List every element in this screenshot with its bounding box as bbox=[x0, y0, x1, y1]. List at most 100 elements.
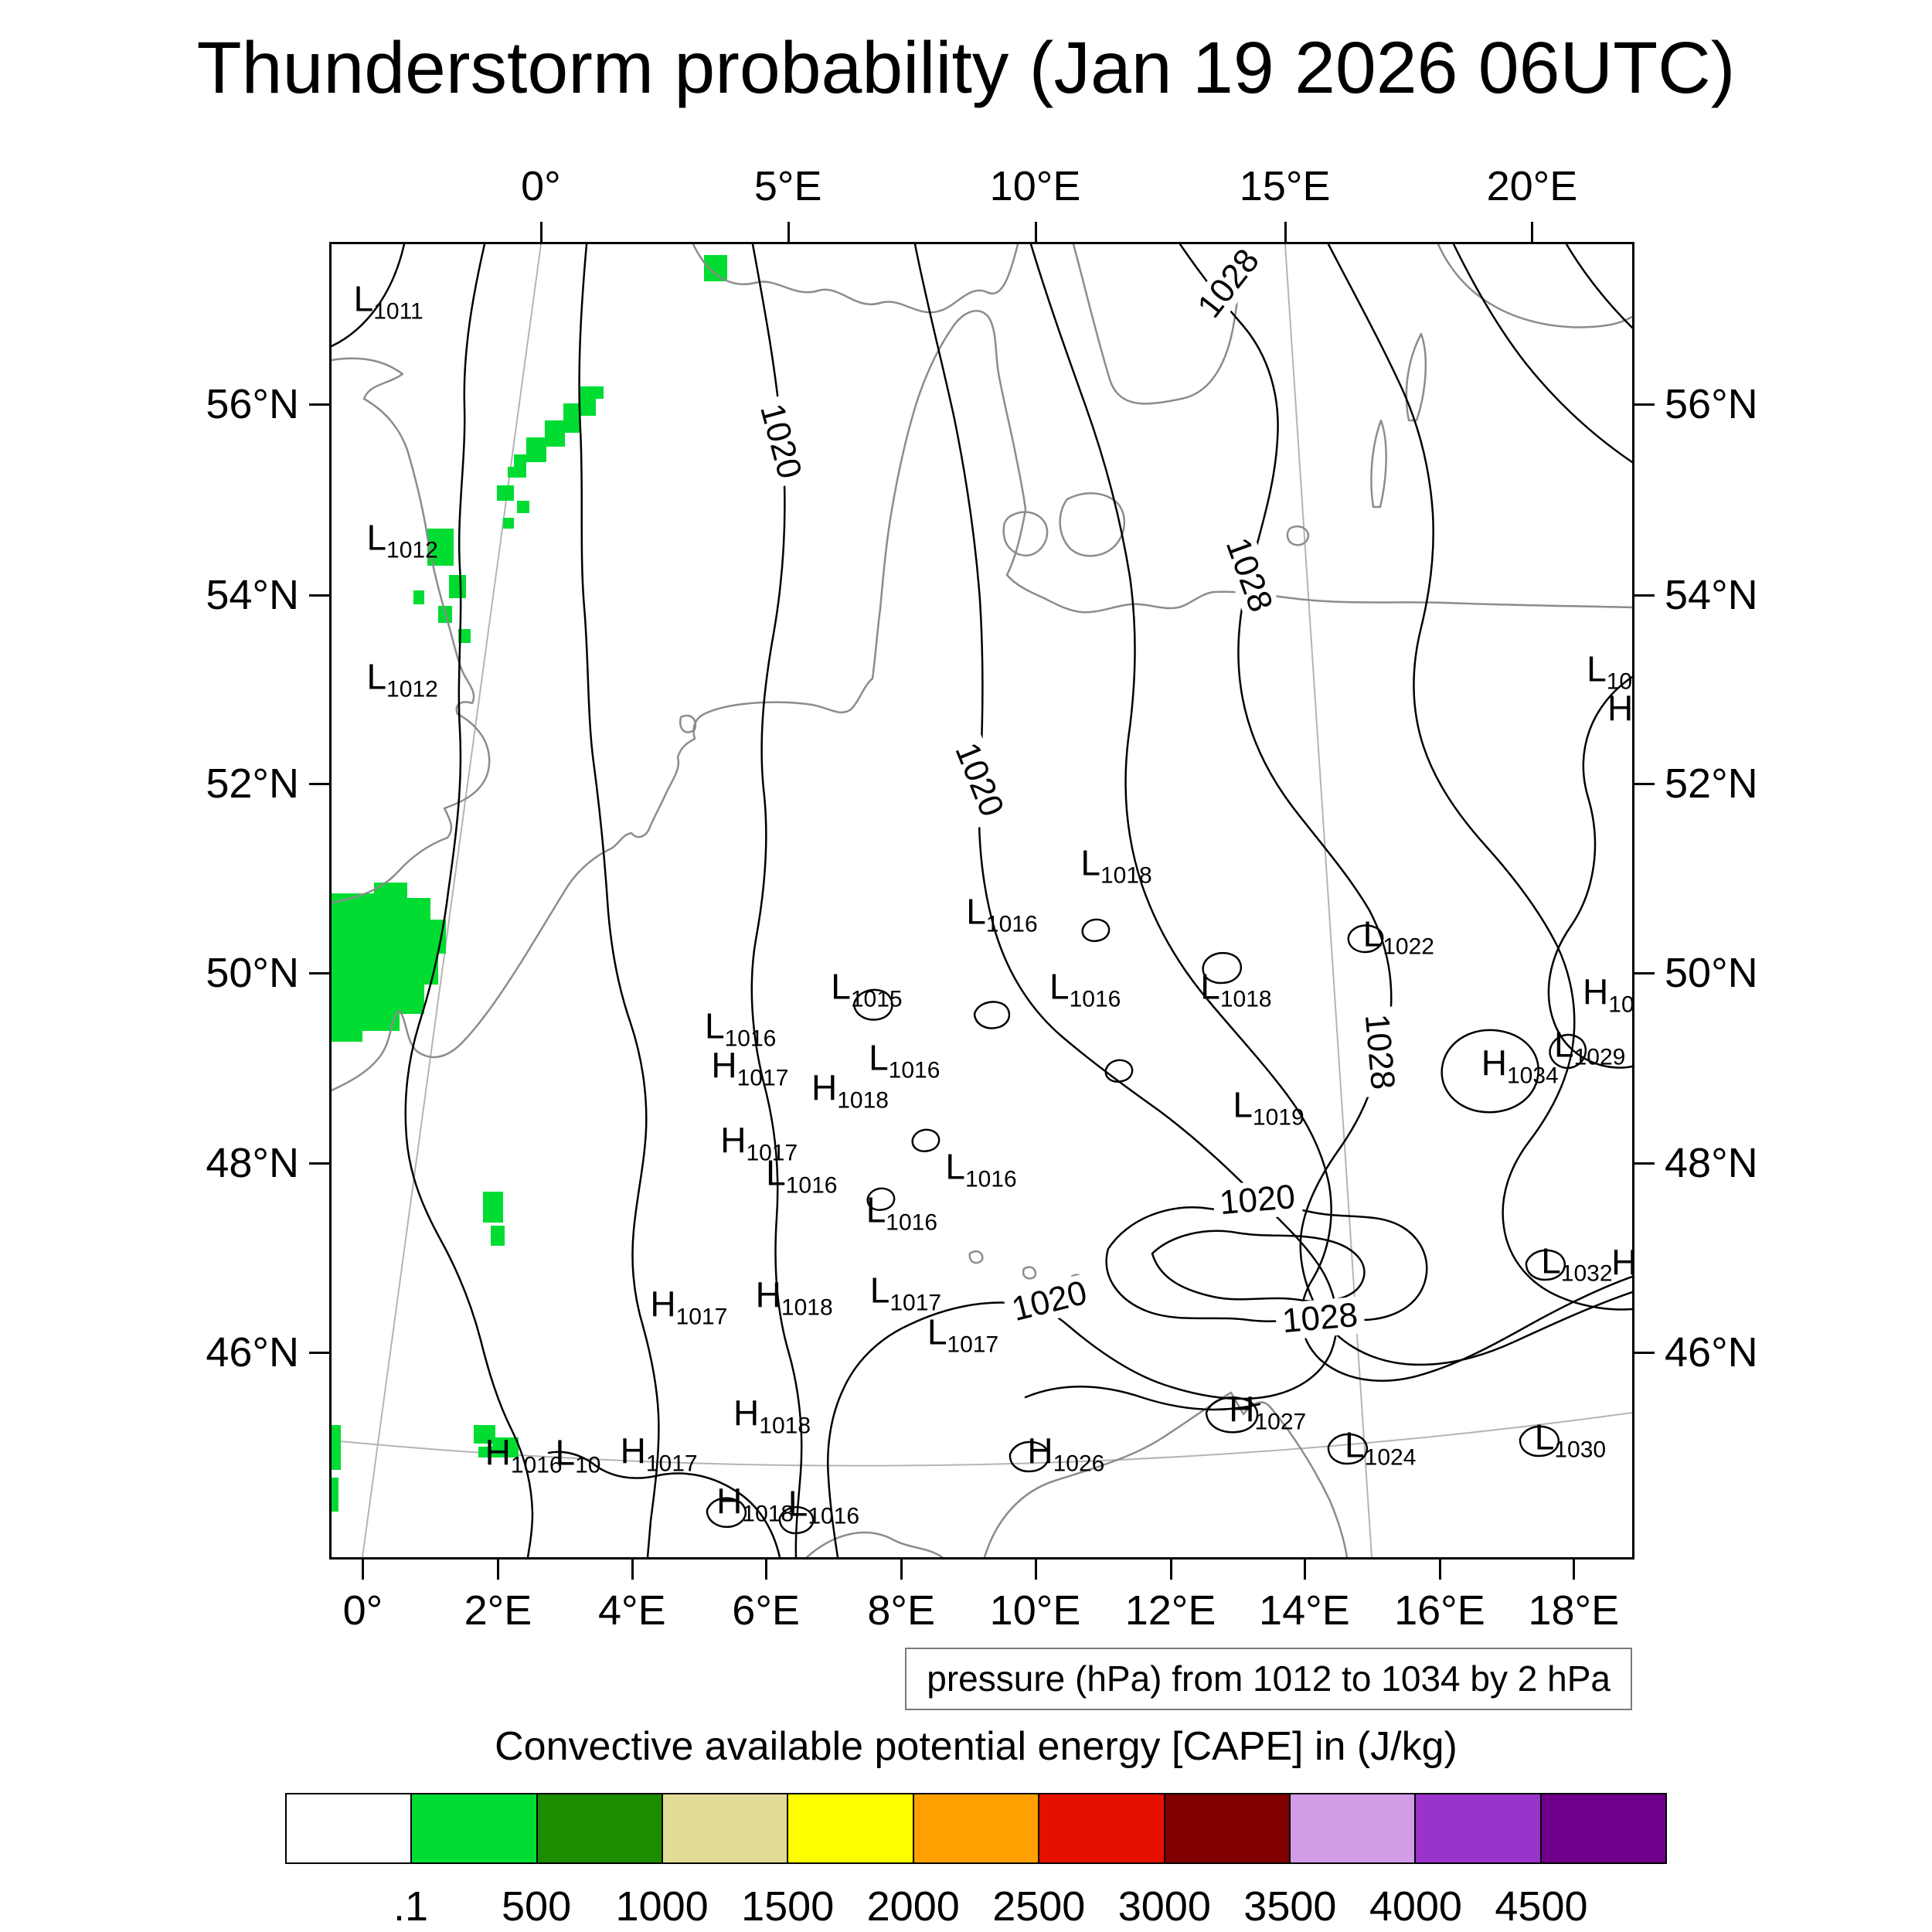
colorbar-tick-label: 2500 bbox=[992, 1883, 1086, 1930]
axis-tick-right bbox=[1634, 1351, 1655, 1354]
pressure-letter: L bbox=[766, 1152, 786, 1193]
pressure-letter: L bbox=[555, 1432, 576, 1473]
axis-label-top: 0° bbox=[521, 163, 561, 209]
axis-label-bottom: 6°E bbox=[732, 1587, 800, 1634]
pressure-center-label: L1015 bbox=[831, 968, 902, 1011]
axis-label-right: 56°N bbox=[1665, 381, 1758, 428]
pressure-value: 1018 bbox=[1219, 986, 1272, 1012]
axis-tick-right bbox=[1634, 1162, 1655, 1165]
coast-zealand bbox=[1059, 492, 1125, 557]
pressure-letter: L bbox=[927, 1311, 947, 1352]
pressure-value: 1018 bbox=[781, 1294, 833, 1321]
pressure-letter: L bbox=[866, 1189, 886, 1230]
axis-tick-bottom bbox=[1573, 1560, 1576, 1580]
pressure-center-label: L1018 bbox=[1080, 845, 1151, 888]
pressure-letter: L bbox=[1080, 842, 1100, 883]
colorbar-tick-label: 3500 bbox=[1243, 1883, 1337, 1930]
pressure-letter: H bbox=[620, 1430, 646, 1471]
coast-gotland bbox=[1405, 332, 1427, 422]
pressure-letter: L bbox=[787, 1483, 808, 1524]
pressure-value: 1016 bbox=[510, 1452, 563, 1478]
pressure-value: 1011 bbox=[373, 298, 423, 325]
colorbar-segment bbox=[912, 1794, 1039, 1862]
pressure-center-label: L1016 bbox=[869, 1039, 940, 1082]
pressure-center-label: H bbox=[1611, 1244, 1632, 1287]
axis-tick-top bbox=[1284, 222, 1287, 242]
axis-tick-top bbox=[1531, 222, 1534, 242]
pressure-value: 1016 bbox=[724, 1026, 777, 1052]
pressure-center-label: L1017 bbox=[927, 1314, 998, 1356]
axis-label-bottom: 4°E bbox=[597, 1587, 666, 1634]
pressure-value: 1029 bbox=[1573, 1044, 1626, 1070]
axis-label-left: 52°N bbox=[206, 760, 299, 808]
axis-tick-bottom bbox=[1303, 1560, 1306, 1580]
pressure-center-label: L1016 bbox=[788, 1486, 859, 1529]
coast-liguria bbox=[805, 1531, 944, 1557]
pressure-contours bbox=[332, 244, 1632, 1557]
axis-tick-top bbox=[787, 222, 790, 242]
pressure-value: 1016 bbox=[1069, 986, 1121, 1012]
pressure-center-label: H1017 bbox=[650, 1287, 727, 1329]
pressure-value: 1034 bbox=[1507, 1063, 1559, 1089]
pressure-letter: H bbox=[1611, 1242, 1632, 1283]
graticule-lines bbox=[332, 244, 1632, 1557]
colorbar-segment bbox=[787, 1794, 913, 1862]
pressure-letter: L bbox=[1049, 966, 1070, 1007]
pressure-letter: H bbox=[1607, 688, 1632, 729]
pressure-letter: H bbox=[1481, 1042, 1507, 1083]
axis-label-left: 48°N bbox=[206, 1140, 299, 1187]
pressure-letter: H bbox=[485, 1432, 511, 1473]
pressure-center-label: L1029 bbox=[1554, 1026, 1625, 1069]
pressure-value: 10 bbox=[575, 1452, 601, 1478]
colorbar-tick-label: 2000 bbox=[866, 1883, 960, 1930]
colorbar-tick-label: 4000 bbox=[1369, 1883, 1462, 1930]
pressure-letter: L bbox=[1534, 1417, 1555, 1458]
pressure-center-label: H1017 bbox=[711, 1047, 788, 1090]
axis-label-top: 15°E bbox=[1239, 163, 1331, 209]
colorbar bbox=[285, 1793, 1667, 1864]
axis-label-right: 48°N bbox=[1665, 1140, 1758, 1187]
pressure-center-label: H1018 bbox=[811, 1070, 889, 1112]
colorbar-segment bbox=[536, 1794, 662, 1862]
colorbar-tick-label: .1 bbox=[393, 1883, 429, 1930]
coast-britain bbox=[332, 357, 491, 904]
axis-label-bottom: 0° bbox=[342, 1587, 383, 1634]
pressure-center-label: H10 bbox=[1583, 974, 1632, 1016]
axis-tick-bottom bbox=[362, 1560, 365, 1580]
pressure-letter: L bbox=[1362, 913, 1383, 954]
colorbar-tick-label: 4500 bbox=[1495, 1883, 1588, 1930]
pressure-value: 1026 bbox=[1053, 1451, 1105, 1478]
pressure-center-label: H1018 bbox=[756, 1277, 833, 1320]
chart-title: Thunderstorm probability (Jan 19 2026 06… bbox=[196, 27, 1736, 109]
pressure-center-label: H1027 bbox=[1229, 1392, 1306, 1434]
pressure-letter: L bbox=[705, 1005, 725, 1046]
axis-label-bottom: 16°E bbox=[1394, 1587, 1485, 1634]
pressure-center-label: H1017 bbox=[621, 1434, 698, 1476]
axis-tick-right bbox=[1634, 971, 1655, 975]
axis-tick-bottom bbox=[1438, 1560, 1441, 1580]
map-svg bbox=[332, 244, 1632, 1557]
pressure-letter: H bbox=[733, 1393, 760, 1434]
pressure-value: 10 bbox=[1608, 992, 1632, 1018]
pressure-value: 1017 bbox=[746, 1140, 798, 1166]
pressure-value: 1018 bbox=[1100, 862, 1152, 889]
colorbar-segment bbox=[1038, 1794, 1164, 1862]
pressure-value: 1024 bbox=[1364, 1444, 1417, 1471]
pressure-value: 1015 bbox=[850, 986, 903, 1012]
axis-tick-left bbox=[309, 594, 329, 597]
coast-mainland bbox=[332, 310, 1632, 1092]
pressure-value: 1012 bbox=[386, 537, 438, 563]
axis-label-left: 50°N bbox=[206, 949, 299, 996]
pressure-center-label: L1016 bbox=[1049, 968, 1121, 1011]
axis-label-top: 10°E bbox=[989, 163, 1081, 209]
pressure-value: 1032 bbox=[1560, 1260, 1613, 1287]
axis-label-bottom: 18°E bbox=[1528, 1587, 1620, 1634]
pressure-center-label: H1017 bbox=[720, 1122, 798, 1165]
pressure-letter: L bbox=[353, 278, 374, 319]
colorbar-title: Convective available potential energy [C… bbox=[495, 1724, 1458, 1769]
pressure-value: 1017 bbox=[947, 1332, 999, 1358]
axis-tick-left bbox=[309, 1162, 329, 1165]
axis-label-bottom: 14°E bbox=[1259, 1587, 1350, 1634]
pressure-letter: L bbox=[831, 966, 851, 1007]
